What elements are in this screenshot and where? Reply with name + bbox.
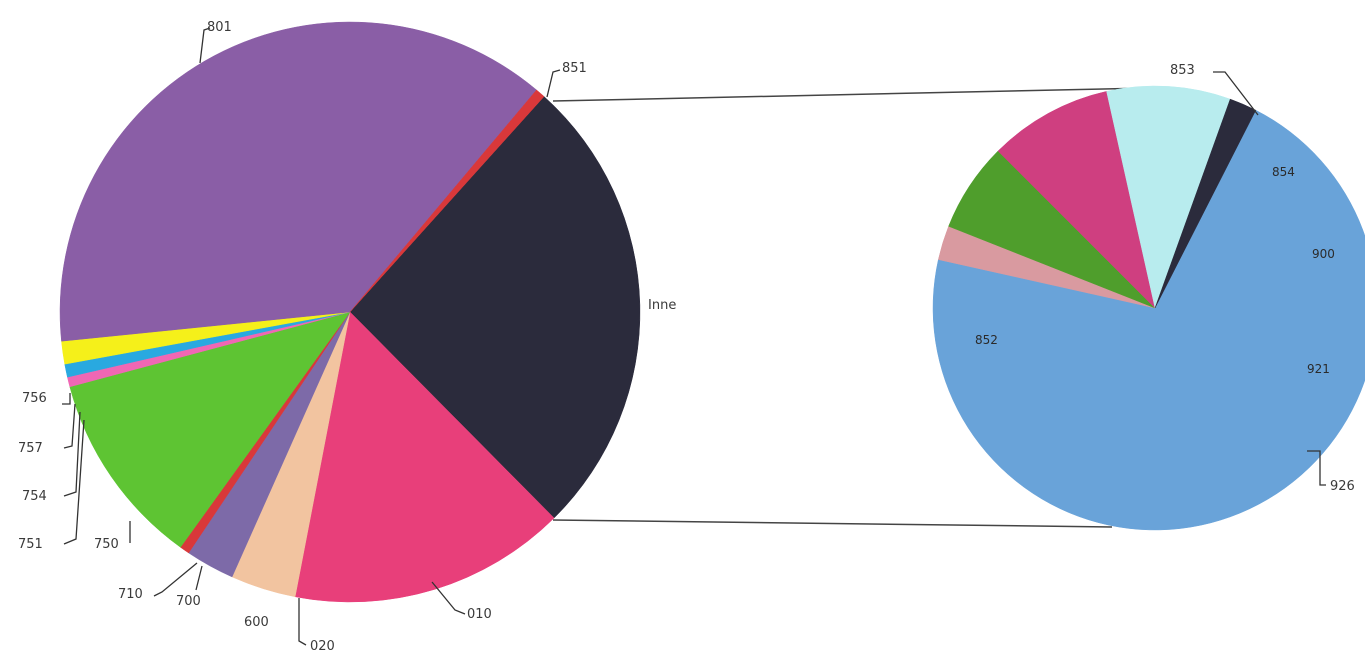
leader-lines bbox=[62, 27, 1326, 646]
slice-801 bbox=[59, 21, 537, 342]
leader-line-751 bbox=[63, 419, 85, 545]
slice-010 bbox=[294, 311, 555, 603]
label-710: 710 bbox=[118, 587, 143, 602]
label-926: 926 bbox=[1330, 479, 1355, 494]
label-600: 600 bbox=[244, 615, 269, 630]
label-750: 750 bbox=[94, 537, 119, 552]
label-020: 020 bbox=[310, 639, 335, 653]
secondary-pie bbox=[932, 85, 1365, 531]
label-852: 852 bbox=[975, 333, 998, 347]
leader-line-020 bbox=[298, 598, 307, 646]
connector-line-bottom bbox=[552, 519, 1113, 528]
label-851: 851 bbox=[562, 61, 587, 76]
label-900: 900 bbox=[1312, 247, 1335, 261]
leader-line-851 bbox=[546, 69, 561, 98]
leader-line-754 bbox=[63, 411, 81, 497]
connector-line-top bbox=[552, 87, 1151, 102]
slice-852 bbox=[932, 109, 1365, 531]
leader-line-756 bbox=[62, 393, 71, 405]
leader-line-710 bbox=[153, 562, 198, 597]
label-801: 801 bbox=[207, 20, 232, 35]
slice-750 bbox=[69, 311, 351, 548]
leader-line-801 bbox=[199, 27, 211, 64]
label-700: 700 bbox=[176, 594, 201, 609]
leader-line-926 bbox=[1307, 450, 1326, 486]
label-757: 757 bbox=[18, 441, 43, 456]
leader-line-700 bbox=[195, 565, 203, 591]
label-853: 853 bbox=[1170, 63, 1195, 78]
leader-line-010 bbox=[431, 581, 466, 615]
slice-900 bbox=[997, 91, 1156, 309]
leader-line-757 bbox=[63, 403, 76, 449]
label-756: 756 bbox=[22, 391, 47, 406]
slice-inne bbox=[349, 96, 641, 519]
slice-851 bbox=[349, 89, 545, 313]
slice-labels: 801 851 Inne 756 757 754 751 750 710 700… bbox=[18, 20, 1355, 653]
label-inne: Inne bbox=[648, 298, 676, 313]
label-921: 921 bbox=[1307, 362, 1330, 376]
slice-926 bbox=[1154, 98, 1257, 309]
label-010: 010 bbox=[467, 607, 492, 622]
label-754: 754 bbox=[22, 489, 47, 504]
label-751: 751 bbox=[18, 537, 43, 552]
leader-line-853 bbox=[1213, 71, 1259, 116]
slice-921 bbox=[1106, 85, 1231, 309]
label-854: 854 bbox=[1272, 165, 1295, 179]
main-pie bbox=[59, 21, 641, 603]
